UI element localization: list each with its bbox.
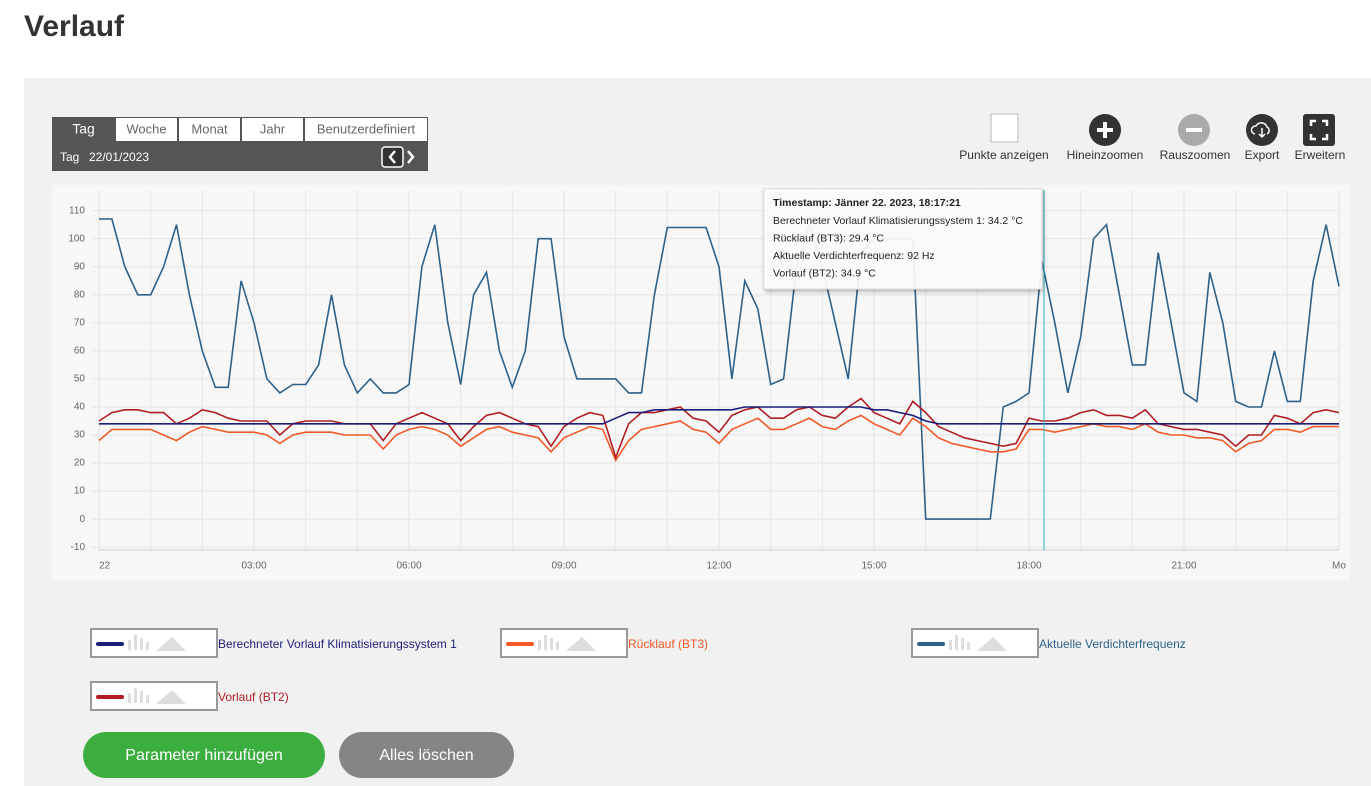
period-label: Tag [60, 150, 79, 164]
tooltip-box [763, 188, 1043, 290]
tooltip-line: Aktuelle Verdichterfrequenz: 92 Hz [773, 250, 935, 262]
tooltip-title: Timestamp: Jänner 22. 2023, 18:17:21 [773, 197, 961, 209]
x-tick-label: 06:00 [396, 561, 421, 572]
y-tick-label: -10 [71, 542, 86, 553]
expand-icon [1309, 119, 1329, 141]
x-tick-label: 09:00 [551, 561, 576, 572]
y-tick-label: 80 [74, 289, 86, 300]
series-line [99, 218, 1340, 520]
y-tick-label: 20 [74, 458, 86, 469]
legend-item[interactable] [90, 681, 218, 711]
tab[interactable] [242, 118, 303, 141]
legend-item[interactable] [90, 628, 218, 658]
y-tick-label: 60 [74, 346, 86, 357]
toolbar-label: Punkte anzeigen [959, 148, 1048, 162]
plus-icon [1097, 122, 1113, 138]
tab[interactable] [179, 118, 240, 141]
y-tick-label: 30 [74, 430, 86, 441]
y-tick-label: 90 [74, 261, 86, 272]
series-line [99, 406, 1339, 425]
x-tick-label: 15:00 [861, 561, 886, 572]
legend-label[interactable]: Aktuelle Verdichterfrequenz [1039, 637, 1186, 651]
action-button-label: Alles löschen [379, 747, 473, 764]
tab[interactable] [116, 118, 177, 141]
y-tick-label: 70 [74, 317, 86, 328]
series-line [98, 414, 1339, 463]
x-tick-label: 22 [99, 561, 111, 572]
legend-label[interactable]: Vorlauf (BT2) [218, 690, 289, 704]
legend-symbol [506, 635, 596, 651]
tooltip-line: Rücklauf (BT3): 29.4 °C [773, 232, 884, 244]
cloud-icon [1250, 122, 1270, 139]
tooltip-line: Vorlauf (BT2): 34.9 °C [773, 267, 876, 279]
legend-symbol [917, 635, 1007, 651]
toolbar-label: Rauszoomen [1160, 148, 1231, 162]
tooltip-line: Berechneter Vorlauf Klimatisierungssyste… [773, 215, 1023, 227]
legend-item[interactable] [500, 628, 628, 658]
y-tick-label: 0 [79, 514, 85, 525]
tab-label: Monat [191, 121, 228, 136]
tab-label: Tag [72, 121, 95, 137]
page-title: Verlauf [24, 10, 125, 43]
tab[interactable] [53, 118, 114, 141]
tooltip: Timestamp: Jänner 22. 2023, 18:17:21 Ber… [763, 188, 1043, 290]
x-tick-label: Mo [1332, 561, 1346, 572]
toolbar-label: Erweitern [1295, 148, 1346, 162]
y-tick-label: 40 [74, 402, 86, 413]
x-tick-label: 18:00 [1016, 561, 1041, 572]
legend-symbol [96, 635, 186, 651]
x-tick-label: 21:00 [1171, 561, 1196, 572]
legend-item[interactable] [911, 628, 1039, 658]
chart-area [52, 185, 1350, 580]
legend-symbol [96, 688, 186, 704]
tab-label: Woche [126, 121, 166, 136]
x-tick-label: 03:00 [241, 561, 266, 572]
legend-icons [128, 635, 186, 651]
prev-button[interactable] [381, 146, 404, 168]
legend-icons [538, 635, 596, 651]
legend-label[interactable]: Rücklauf (BT3) [628, 637, 709, 651]
prev-icon [388, 150, 396, 164]
points-checkbox[interactable] [990, 113, 1019, 143]
tab[interactable] [305, 118, 427, 141]
next-button[interactable] [407, 150, 415, 164]
action-button[interactable] [83, 732, 325, 778]
y-tick-label: 100 [68, 233, 85, 244]
y-tick-label: 10 [74, 486, 86, 497]
action-button[interactable] [339, 732, 514, 778]
y-tick-label: 50 [74, 374, 86, 385]
toolbar-label: Hineinzoomen [1067, 148, 1144, 162]
legend-label[interactable]: Berechneter Vorlauf Klimatisierungssyste… [218, 637, 457, 651]
tab-label: Jahr [260, 121, 286, 136]
expand-button[interactable] [1303, 114, 1335, 146]
toolbar-label: Export [1245, 148, 1280, 162]
tab-label: Benutzerdefiniert [317, 121, 416, 136]
series-line [98, 397, 1340, 460]
y-tick-label: 110 [69, 205, 85, 216]
legend-icons [128, 688, 186, 704]
period-date: 22/01/2023 [89, 150, 149, 164]
action-button-label: Parameter hinzufügen [125, 747, 282, 764]
legend-icons [949, 635, 1007, 651]
x-tick-label: 12:00 [706, 561, 731, 572]
